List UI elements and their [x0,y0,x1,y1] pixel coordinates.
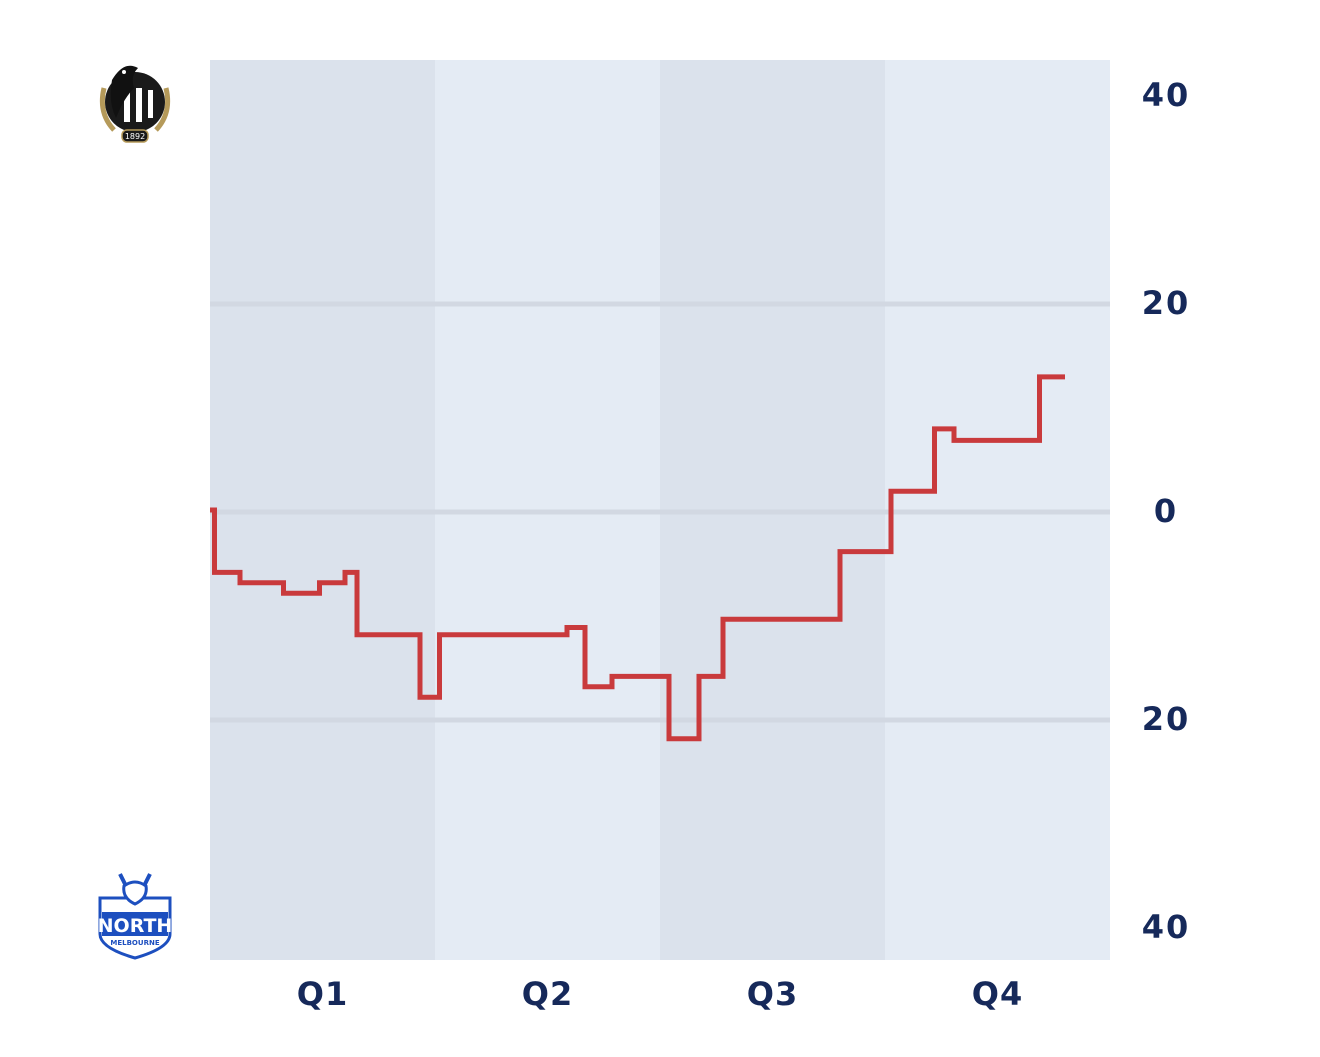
x-tick-label: Q3 [747,975,798,1013]
y-tick-label: 40 [1142,908,1191,946]
y-axis-ticks: 40 20 0 20 40 [1142,76,1191,946]
x-tick-label: Q4 [972,975,1023,1013]
y-tick-label: 40 [1142,76,1191,114]
logo-subtext: MELBOURNE [110,939,159,947]
series-line-1 [210,374,1065,742]
x-tick-label: Q1 [297,975,348,1013]
x-axis-ticks: Q1 Q2 Q3 Q4 [297,975,1023,1013]
logo-wordmark: NORTH [98,915,173,937]
series-layer [210,374,1065,742]
logo-year: 1892 [125,132,145,141]
y-tick-label: 0 [1154,492,1178,530]
gridlines [210,301,1110,723]
y-tick-label: 20 [1142,700,1191,738]
magpie-team-logo: 1892 [99,65,171,143]
x-tick-label: Q2 [522,975,573,1013]
kangaroo-team-logo: NORTH MELBOURNE [98,873,173,960]
y-tick-label: 20 [1142,284,1191,322]
